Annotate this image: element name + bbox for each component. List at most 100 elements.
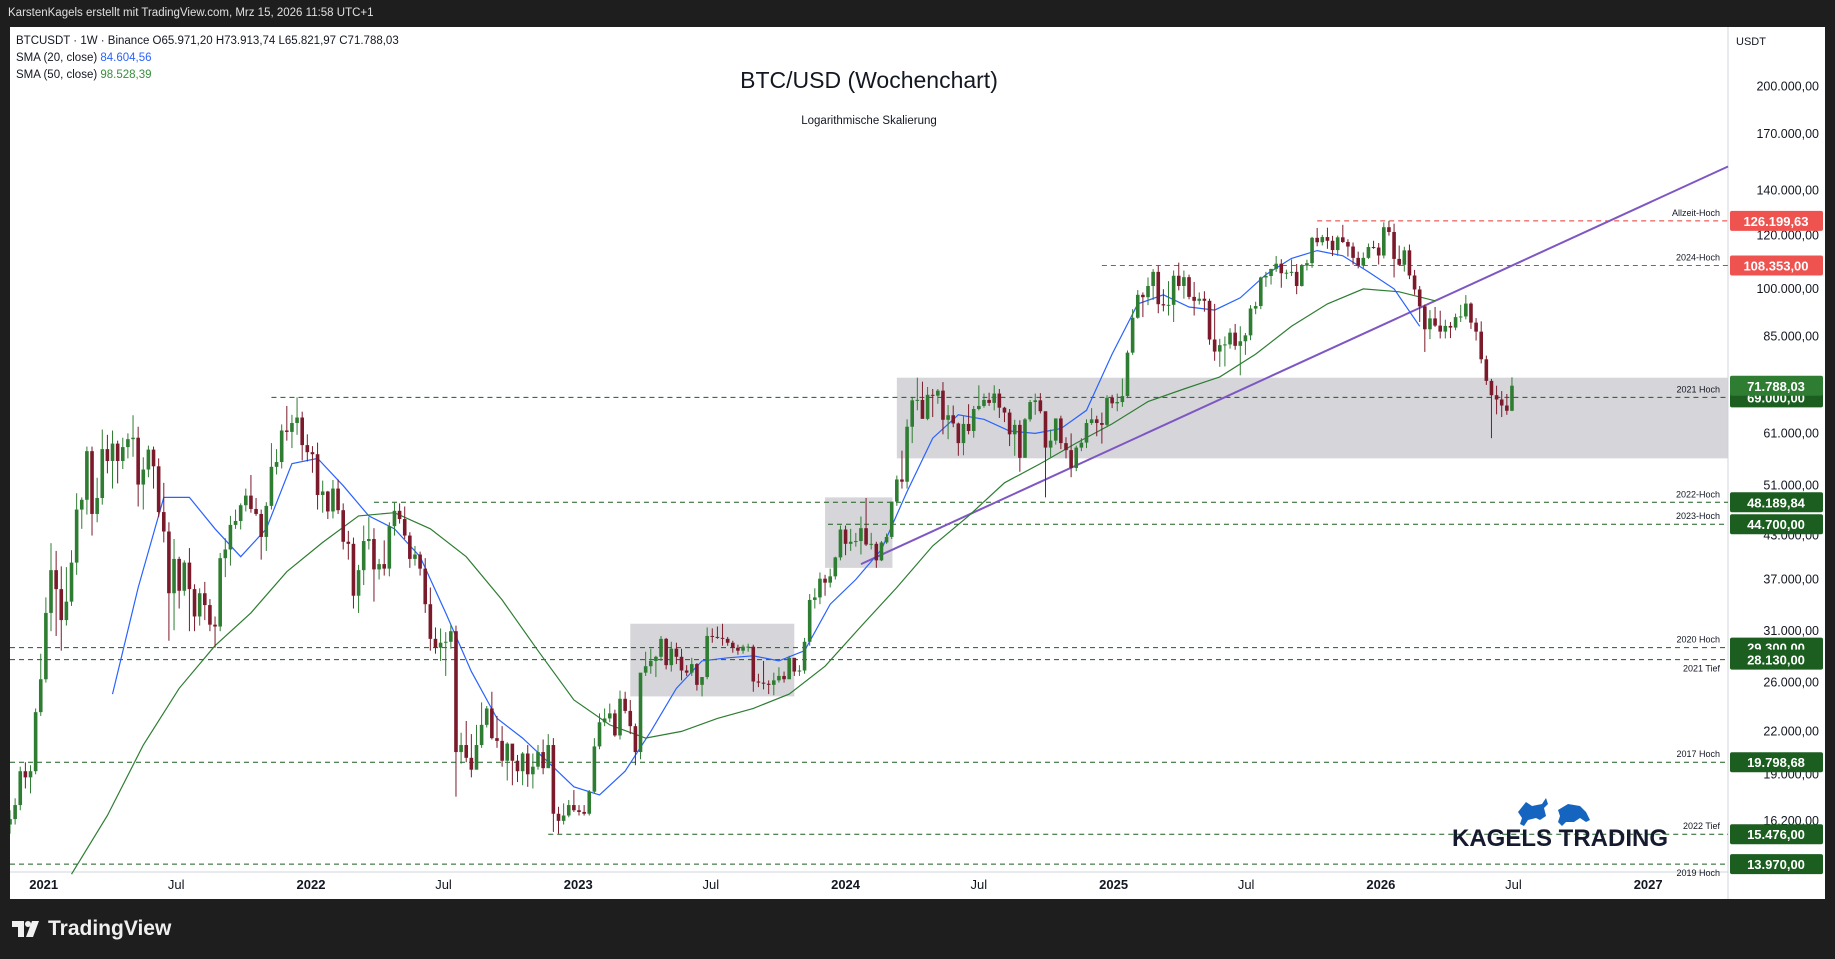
candle-body-270 bbox=[1392, 231, 1396, 259]
candle-body-54 bbox=[285, 430, 289, 432]
candle-body-234 bbox=[1207, 300, 1212, 340]
level-badge-5-bg bbox=[1730, 514, 1823, 535]
price-chart[interactable]: 200.000,00 170.000,00 140.000,00 120.000,00… bbox=[10, 27, 1825, 899]
candle-body-32 bbox=[172, 558, 176, 594]
candle-body-219 bbox=[1130, 317, 1135, 353]
candle-body-147 bbox=[761, 682, 766, 684]
candle-body-35 bbox=[187, 562, 192, 590]
candle-body-19 bbox=[105, 449, 110, 461]
candle-body-61 bbox=[320, 491, 325, 496]
price-tick-1: 200.000,00 bbox=[1756, 79, 1819, 93]
support-trendline bbox=[860, 165, 1729, 566]
candle-body-154 bbox=[797, 670, 802, 672]
candle-body-86 bbox=[449, 631, 453, 642]
candle-body-273 bbox=[1407, 250, 1412, 276]
candle-body-36 bbox=[192, 589, 197, 617]
candle-body-144 bbox=[746, 646, 750, 648]
level-badge-10-bg bbox=[1730, 854, 1823, 875]
candle-body-235 bbox=[1212, 339, 1217, 352]
candle-body-246 bbox=[1269, 268, 1273, 277]
candle-body-50 bbox=[264, 505, 269, 537]
candle-body-254 bbox=[1310, 237, 1314, 264]
candle-body-197 bbox=[1018, 424, 1022, 458]
candle-body-122 bbox=[633, 726, 638, 753]
time-axis-ticks: 2021 Jul 2022 Jul 2023 Jul 2024 Jul 2025 Jul 2026 J… bbox=[29, 877, 1662, 892]
time-tick-1: 2021 bbox=[29, 877, 58, 892]
candle-body-137 bbox=[710, 635, 715, 637]
time-tick-8: Jul bbox=[971, 877, 988, 892]
price-tick-10: 37.000,00 bbox=[1763, 572, 1819, 586]
candle-body-252 bbox=[1299, 265, 1304, 286]
trendline-layer bbox=[860, 165, 1729, 566]
candle-body-26 bbox=[141, 469, 146, 485]
price-tick-6: 85.000,00 bbox=[1763, 329, 1819, 343]
time-tick-4: Jul bbox=[435, 877, 452, 892]
candle-body-249 bbox=[1284, 272, 1289, 274]
candle-body-64 bbox=[336, 488, 340, 511]
tradingview-logo[interactable]: TradingView bbox=[12, 917, 171, 941]
candle-body-190 bbox=[982, 399, 986, 406]
candle-body-285 bbox=[1469, 303, 1473, 323]
candle-body-7 bbox=[44, 612, 48, 680]
candle-body-248 bbox=[1279, 263, 1284, 274]
candle-body-120 bbox=[623, 698, 627, 711]
candle-body-277 bbox=[1428, 318, 1432, 330]
level-labels: Allzeit-Hoch 2024-Hoch 2021 Hoch 2022-Hoch 2… bbox=[1672, 208, 1721, 878]
candle-body-77 bbox=[402, 519, 407, 536]
candle-body-119 bbox=[618, 698, 622, 736]
candle-body-146 bbox=[756, 681, 761, 683]
level-badge-7-text: 28.130,00 bbox=[1747, 653, 1805, 668]
candle-body-80 bbox=[418, 554, 422, 569]
horizontal-levels bbox=[10, 220, 1728, 865]
candle-body-27 bbox=[146, 449, 151, 470]
chart-subtitle: Logarithmische Skalierung bbox=[801, 115, 937, 127]
candle-body-161 bbox=[833, 557, 838, 577]
level-badge-10-text: 13.970,00 bbox=[1747, 857, 1805, 872]
candle-body-200 bbox=[1033, 400, 1038, 403]
candle-body-188 bbox=[971, 409, 976, 431]
candle-body-262 bbox=[1351, 246, 1355, 258]
candle-body-203 bbox=[1048, 440, 1053, 448]
sma50-legend: SMA (50, close) 98.528,39 bbox=[16, 67, 399, 84]
candle-body-132 bbox=[684, 670, 689, 673]
level-badge-2-bg bbox=[1730, 255, 1823, 276]
candle-body-229 bbox=[1182, 277, 1186, 286]
candle-body-167 bbox=[864, 528, 868, 545]
candle-body-232 bbox=[1197, 298, 1202, 301]
candle-body-67 bbox=[351, 543, 356, 596]
watermark-text: KAGELS TRADING bbox=[1452, 825, 1668, 852]
candle-body-82 bbox=[428, 604, 433, 639]
level-label-2: 2024-Hoch bbox=[1676, 252, 1720, 262]
candle-body-8 bbox=[49, 570, 53, 613]
candle-body-192 bbox=[992, 393, 997, 403]
candle-body-113 bbox=[587, 791, 592, 814]
candle-body-186 bbox=[961, 423, 966, 444]
candle-body-281 bbox=[1448, 325, 1453, 328]
candle-body-5 bbox=[33, 712, 38, 772]
time-tick-11: 2026 bbox=[1366, 877, 1395, 892]
candle-body-22 bbox=[120, 447, 125, 461]
candle-body-156 bbox=[807, 599, 812, 642]
candle-body-226 bbox=[1166, 304, 1171, 306]
candle-body-74 bbox=[387, 526, 392, 569]
candle-body-142 bbox=[736, 647, 740, 651]
last-price-badge-text: 71.788,03 bbox=[1747, 379, 1805, 394]
candle-body-105 bbox=[546, 745, 551, 769]
candle-body-16 bbox=[90, 451, 94, 514]
candle-body-72 bbox=[377, 564, 381, 570]
price-tick-8: 51.000,00 bbox=[1763, 479, 1819, 493]
price-tick-4: 120.000,00 bbox=[1756, 229, 1819, 243]
candle-body-204 bbox=[1053, 418, 1058, 441]
candle-body-152 bbox=[787, 657, 791, 680]
candle-body-139 bbox=[720, 637, 725, 639]
price-badges: 126.199,63108.353,0069.000,0048.189,8444… bbox=[1730, 210, 1823, 875]
candle-body-169 bbox=[874, 543, 879, 561]
candle-body-127 bbox=[659, 638, 663, 657]
currency-label: USDT bbox=[1736, 36, 1766, 48]
level-label-4: 2022-Hoch bbox=[1676, 489, 1720, 499]
level-label-6: 2020 Hoch bbox=[1676, 635, 1720, 645]
candle-body-157 bbox=[813, 597, 817, 600]
chart-area[interactable]: 200.000,00 170.000,00 140.000,00 120.000,00… bbox=[10, 27, 1825, 899]
time-tick-10: Jul bbox=[1238, 877, 1255, 892]
candle-body-159 bbox=[823, 578, 827, 583]
